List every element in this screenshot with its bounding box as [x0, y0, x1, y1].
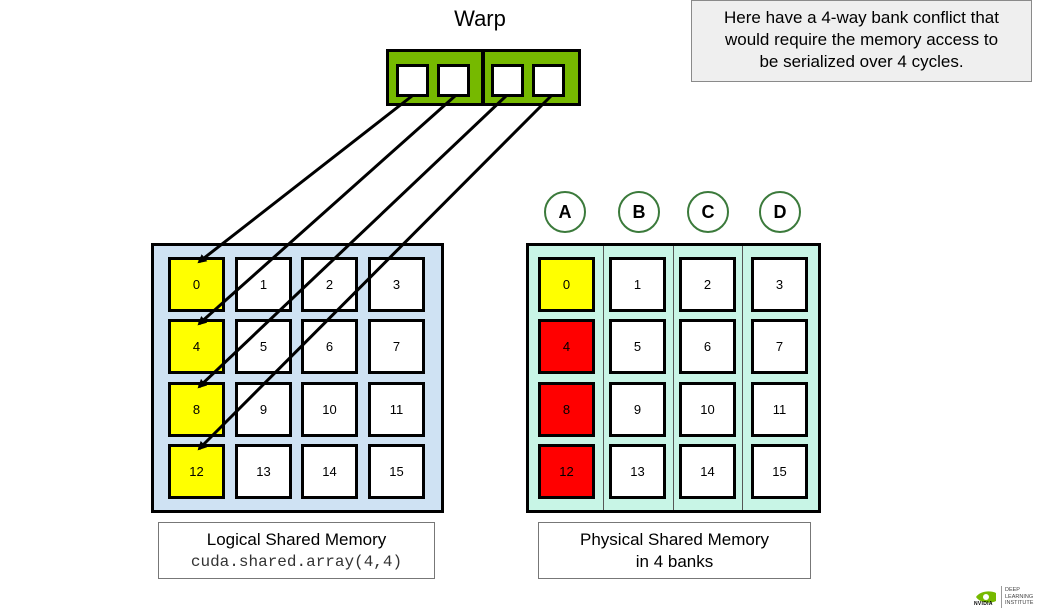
bank-label-b: B	[618, 191, 660, 233]
logical-cell-0: 0	[168, 257, 225, 312]
physical-cell-1: 1	[609, 257, 666, 312]
bank-conflict-note: Here have a 4-way bank conflict that wou…	[691, 0, 1032, 82]
warp-thread-3	[532, 64, 565, 97]
physical-cell-14: 14	[679, 444, 736, 499]
note-line: Here have a 4-way bank conflict that	[724, 8, 999, 27]
physical-cell-12: 12	[538, 444, 595, 499]
logical-cell-4: 4	[168, 319, 225, 374]
access-arrow-3	[197, 94, 553, 451]
physical-cell-5: 5	[609, 319, 666, 374]
physical-cell-10: 10	[679, 382, 736, 437]
access-arrow-2	[197, 94, 508, 389]
logo-divider	[1001, 586, 1002, 608]
access-arrow-0	[197, 94, 413, 264]
physical-cell-15: 15	[751, 444, 808, 499]
dli-wordmark: DEEP LEARNING INSTITUTE	[1005, 587, 1033, 607]
warp-divider	[481, 49, 485, 106]
physical-cell-8: 8	[538, 382, 595, 437]
logo-line: LEARNING	[1005, 593, 1034, 600]
physical-memory-caption: Physical Shared Memory in 4 banks	[538, 522, 811, 579]
bank-separator	[603, 246, 604, 510]
physical-shared-memory-grid: 0 1 2 3 4 5 6 7 8 9 10 11 12 13 14 15	[526, 243, 821, 513]
logical-cell-12: 12	[168, 444, 225, 499]
logical-cell-15: 15	[368, 444, 425, 499]
warp-title: Warp	[454, 6, 506, 31]
physical-cell-9: 9	[609, 382, 666, 437]
bank-label-d: D	[759, 191, 801, 233]
physical-caption-title: Physical Shared Memory	[580, 530, 769, 549]
logical-cell-14: 14	[301, 444, 358, 499]
warp-thread-0	[396, 64, 429, 97]
logical-cell-3: 3	[368, 257, 425, 312]
logical-cell-11: 11	[368, 382, 425, 437]
physical-cell-3: 3	[751, 257, 808, 312]
warp-thread-2	[491, 64, 524, 97]
nvidia-wordmark: NVIDIA	[974, 601, 993, 607]
physical-cell-11: 11	[751, 382, 808, 437]
bank-separator	[673, 246, 674, 510]
note-line: be serialized over 4 cycles.	[759, 52, 964, 71]
physical-cell-7: 7	[751, 319, 808, 374]
logical-cell-13: 13	[235, 444, 292, 499]
physical-cell-13: 13	[609, 444, 666, 499]
logical-caption-title: Logical Shared Memory	[206, 530, 387, 549]
bank-separator	[742, 246, 743, 510]
physical-caption-subtitle: in 4 banks	[635, 552, 714, 571]
nvidia-eye-icon	[976, 591, 996, 603]
logical-shared-memory-grid: 0 1 2 3 4 5 6 7 8 9 10 11 12 13 14 15	[151, 243, 444, 513]
physical-cell-2: 2	[679, 257, 736, 312]
logical-cell-2: 2	[301, 257, 358, 312]
logical-cell-7: 7	[368, 319, 425, 374]
bank-label-c: C	[687, 191, 729, 233]
logo-line: DEEP	[1005, 587, 1020, 593]
logical-cell-10: 10	[301, 382, 358, 437]
logical-memory-caption: Logical Shared Memory cuda.shared.array(…	[158, 522, 435, 579]
physical-cell-0: 0	[538, 257, 595, 312]
physical-cell-4: 4	[538, 319, 595, 374]
access-arrow-1	[197, 94, 456, 326]
logo-line: INSTITUTE	[1005, 600, 1034, 606]
note-line: would require the memory access to	[724, 30, 999, 49]
physical-cell-6: 6	[679, 319, 736, 374]
bank-label-a: A	[544, 191, 586, 233]
logical-cell-8: 8	[168, 382, 225, 437]
logical-caption-code: cuda.shared.array(4,4)	[190, 553, 403, 571]
nvidia-dli-logo: NVIDIA DEEP LEARNING INSTITUTE	[974, 584, 1038, 610]
